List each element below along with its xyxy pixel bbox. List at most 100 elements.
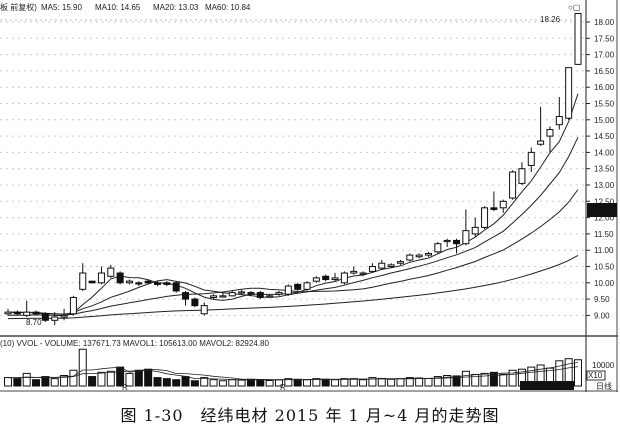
candle: [135, 281, 143, 287]
volume-bar: [78, 348, 87, 387]
volume-bar: [321, 378, 330, 387]
candle: [546, 126, 554, 153]
volume-bar: [489, 371, 498, 387]
y-tick-label: 12.50: [594, 197, 615, 206]
volume-bar: [218, 380, 227, 387]
candle: [518, 162, 526, 185]
volume-bar: [396, 378, 405, 387]
candle-body: [210, 295, 218, 298]
candle: [574, 13, 582, 65]
candle: [200, 302, 208, 316]
candle: [23, 300, 31, 318]
volume-bar: [424, 377, 433, 387]
volume-bar: [134, 369, 143, 387]
volume-bar: [349, 378, 358, 387]
candle: [368, 263, 376, 274]
candle: [266, 294, 274, 298]
y-tick-label: 13.50: [594, 165, 615, 174]
candle-body: [331, 277, 339, 281]
candle: [247, 290, 255, 296]
candle-body: [191, 298, 199, 307]
candle-body: [23, 311, 31, 316]
candle-body: [565, 67, 573, 119]
period-label[interactable]: 日线: [596, 381, 612, 391]
candle-body: [88, 280, 96, 284]
moving-averages: [7, 93, 579, 320]
candle: [303, 281, 311, 291]
candle: [537, 106, 545, 146]
ma10-label: MA10: 14.65: [95, 3, 141, 12]
candle-body: [238, 291, 246, 294]
candle: [275, 290, 283, 296]
volume-bar: [377, 377, 386, 387]
candle-body: [51, 316, 59, 321]
volume-bar: [88, 376, 97, 387]
candle: [331, 273, 339, 282]
y-tick-label: 9.00: [594, 311, 610, 320]
y-tick-label: 16.00: [594, 83, 615, 92]
volume-bar: [293, 378, 302, 387]
candle: [415, 253, 423, 259]
volume-bar: [190, 380, 199, 387]
candle-body: [125, 280, 133, 284]
candle: [565, 67, 573, 120]
candle-body: [406, 254, 414, 261]
chart-frame: [0, 0, 618, 392]
y-tick-label: 11.50: [594, 230, 614, 239]
candle: [144, 279, 152, 285]
candle-body: [69, 296, 77, 315]
scroll-bar[interactable]: [520, 381, 574, 390]
candle-body: [97, 272, 105, 284]
candle: [60, 308, 68, 321]
ma20-label: MA20: 13.03: [153, 3, 199, 12]
window-controls-icon[interactable]: ○▢: [568, 3, 580, 12]
candle-body: [4, 311, 12, 315]
candle-body: [294, 283, 302, 290]
candle: [350, 266, 358, 275]
candle-body: [275, 292, 283, 295]
candle-body: [509, 171, 517, 199]
candle-body: [424, 252, 432, 256]
candle-body: [13, 311, 21, 315]
y-tick-label: 14.00: [594, 148, 615, 157]
candle: [406, 253, 414, 262]
candle: [322, 274, 330, 282]
candle: [443, 238, 451, 247]
candle: [69, 295, 77, 316]
volume-bar: [125, 372, 134, 387]
candle: [527, 147, 535, 172]
candle-body: [144, 280, 152, 284]
candle-body: [182, 292, 190, 300]
date-marker: R: [280, 383, 286, 392]
volume-bar: [405, 377, 414, 387]
high-annotation: 18.26: [540, 15, 561, 24]
candle-body: [499, 200, 507, 209]
candle: [462, 209, 470, 246]
volume-bar: [433, 376, 442, 387]
candle-body: [490, 207, 498, 210]
price-axis: 18.00 17.50 17.00 16.50 16.00 15.50 15.00 14.50…: [0, 18, 615, 320]
candle-body: [546, 129, 554, 137]
candle-body: [247, 292, 255, 295]
candle: [490, 191, 498, 212]
volume-bar: [452, 375, 461, 387]
candle: [471, 217, 479, 238]
volume-bar: [443, 375, 452, 387]
candle-body: [266, 295, 274, 298]
candle: [219, 292, 227, 298]
volume-bar: [41, 376, 50, 387]
candle-body: [415, 254, 423, 258]
candle: [396, 259, 404, 265]
candle: [163, 281, 171, 287]
volume-bar: [97, 371, 106, 387]
candle-body: [340, 272, 348, 284]
y-tick-label: 12.00: [594, 214, 615, 223]
volume-bar: [106, 370, 115, 387]
candle-body: [443, 239, 451, 243]
candle-body: [518, 168, 526, 184]
volume-bar: [162, 378, 171, 387]
candle: [284, 284, 292, 296]
current-price-marker: [587, 203, 617, 217]
y-tick-label: 9.50: [594, 295, 610, 304]
